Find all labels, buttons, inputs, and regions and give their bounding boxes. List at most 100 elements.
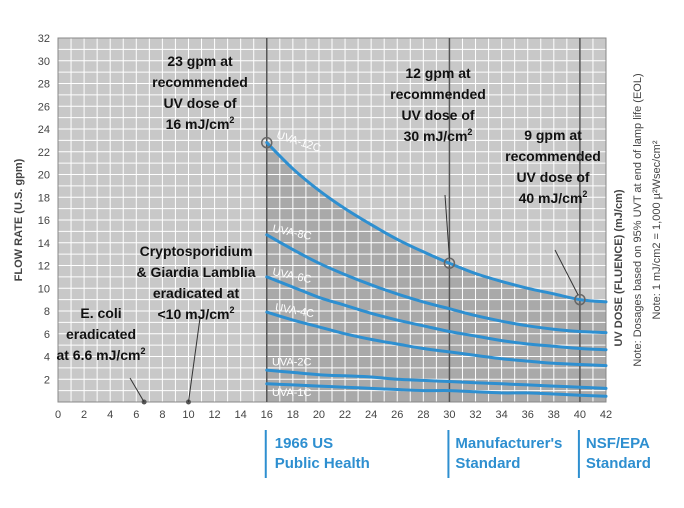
x-axis-title: UV DOSE (FLUENCE) (mJ/cm) — [613, 189, 625, 346]
curve-label: UVA-2C — [272, 357, 312, 369]
x-tick-label: 34 — [495, 409, 507, 421]
x-tick-label: 28 — [417, 409, 429, 421]
standard-label: NSF/EPA — [586, 435, 650, 452]
y-tick-label: 20 — [38, 170, 50, 182]
annotation-line: & Giardia Lamblia — [136, 264, 255, 280]
annotation-text: recommended — [152, 74, 248, 90]
annotation-text: <10 mJ/cm — [157, 306, 229, 322]
x-tick-label: 30 — [443, 409, 455, 421]
annotation-line: 40 mJ/cm2 — [519, 189, 588, 206]
y-tick-label: 12 — [38, 261, 50, 273]
annotation-crypto: Cryptosporidium & Giardia Lamblia eradicat… — [136, 243, 255, 322]
x-tick-label: 36 — [522, 409, 534, 421]
x-tick-label: 6 — [133, 409, 139, 421]
annotation-text: recommended — [505, 148, 601, 164]
series-line-uva-8c — [265, 233, 608, 335]
y-tick-label: 28 — [38, 79, 50, 91]
x-tick-label: 32 — [469, 409, 481, 421]
series-line-uva-4c — [265, 310, 608, 368]
annotation-text: 9 gpm at — [524, 127, 582, 143]
annotation-text: UV dose of — [163, 95, 236, 111]
x-tick-label: 38 — [548, 409, 560, 421]
annotation-line: 9 gpm at — [524, 127, 582, 143]
annotation-text: eradicated at — [153, 285, 240, 301]
annotation-line: 23 gpm at — [167, 53, 233, 69]
annotation-text: eradicated — [66, 326, 136, 342]
series-line-uva-2c — [265, 368, 608, 390]
dose-marker — [261, 136, 273, 149]
leader-line — [444, 194, 450, 259]
y-tick-label: 18 — [38, 192, 50, 204]
annotation-ecoli: E. coli eradicated at 6.6 mJ/cm2 — [56, 305, 145, 363]
annotation-text: at 6.6 mJ/cm — [56, 347, 140, 363]
leader-line — [187, 317, 201, 403]
x-tick-label: 18 — [287, 409, 299, 421]
y-tick-label: 8 — [44, 306, 50, 318]
y-tick-label: 16 — [38, 215, 50, 227]
annotation-line: 12 gpm at — [405, 65, 471, 81]
superscript: 2 — [229, 305, 234, 315]
annotation-line: 30 mJ/cm2 — [404, 127, 473, 144]
annotation-text: UV dose of — [516, 169, 589, 185]
annotation-text: recommended — [390, 86, 486, 102]
annotation-line: at 6.6 mJ/cm2 — [56, 346, 145, 363]
annotation-text: UV dose of — [401, 107, 474, 123]
x-tick-label: 8 — [159, 409, 165, 421]
x-tick-label: 2 — [81, 409, 87, 421]
superscript: 2 — [582, 189, 587, 199]
annotation-text: 23 gpm at — [167, 53, 233, 69]
annotation-text: Cryptosporidium — [140, 243, 253, 259]
annotation-line: E. coli — [80, 305, 121, 321]
annotation-line: recommended — [152, 74, 248, 90]
standard-label: Standard — [455, 455, 520, 472]
standard-label: Public Health — [275, 455, 370, 472]
standard-label: Manufacturer's — [455, 435, 562, 452]
x-tick-label: 26 — [391, 409, 403, 421]
plot-border — [57, 37, 607, 403]
leader-line — [129, 377, 145, 403]
x-tick-label: 14 — [235, 409, 247, 421]
y-tick-label: 10 — [38, 283, 50, 295]
x-tick-label: 10 — [182, 409, 194, 421]
x-tick-label: 12 — [208, 409, 220, 421]
annotation-text: E. coli — [80, 305, 121, 321]
x-tick-label: 16 — [261, 409, 273, 421]
superscript: 2 — [141, 346, 146, 356]
y-tick-label: 24 — [38, 124, 50, 136]
annotation-text: 30 mJ/cm — [404, 128, 468, 144]
annotation-a16: 23 gpm at recommended UV dose of 16 mJ/cm2 — [152, 53, 248, 132]
annotation-line: 16 mJ/cm2 — [166, 115, 235, 132]
annotation-line: UV dose of — [401, 107, 474, 123]
x-tick-label: 24 — [365, 409, 377, 421]
annotation-line: UV dose of — [516, 169, 589, 185]
annotation-line: eradicated — [66, 326, 136, 342]
x-tick-label: 0 — [55, 409, 61, 421]
annotation-line: UV dose of — [163, 95, 236, 111]
y-tick-label: 2 — [44, 374, 50, 386]
annotation-line: recommended — [505, 148, 601, 164]
annotation-line: eradicated at — [153, 285, 240, 301]
curve-label: UVA-1C — [272, 387, 312, 399]
series-line-uva-12c — [265, 141, 608, 304]
note-text: Note: Dosages based on 95% UVT at end of… — [632, 73, 644, 366]
x-tick-label: 40 — [574, 409, 586, 421]
y-tick-label: 22 — [38, 147, 50, 159]
standard-label: Standard — [586, 455, 651, 472]
y-tick-label: 4 — [44, 352, 50, 364]
y-tick-label: 14 — [38, 238, 50, 250]
x-tick-label: 42 — [600, 409, 612, 421]
leader-line — [554, 249, 579, 295]
annotation-line: recommended — [390, 86, 486, 102]
y-tick-label: 30 — [38, 56, 50, 68]
y-tick-label: 32 — [38, 33, 50, 45]
y-tick-label: 26 — [38, 101, 50, 113]
series-line-uva-1c — [265, 382, 608, 398]
x-tick-label: 22 — [339, 409, 351, 421]
superscript: 2 — [467, 127, 472, 137]
annotation-text: 16 mJ/cm — [166, 116, 230, 132]
annotation-line: Cryptosporidium — [140, 243, 253, 259]
note-text: Note: 1 mJ/cm2 = 1,000 µ²Wsec/cm² — [651, 140, 663, 319]
annotation-line: <10 mJ/cm2 — [157, 305, 234, 322]
annotation-text: & Giardia Lamblia — [136, 264, 255, 280]
x-tick-label: 20 — [313, 409, 325, 421]
